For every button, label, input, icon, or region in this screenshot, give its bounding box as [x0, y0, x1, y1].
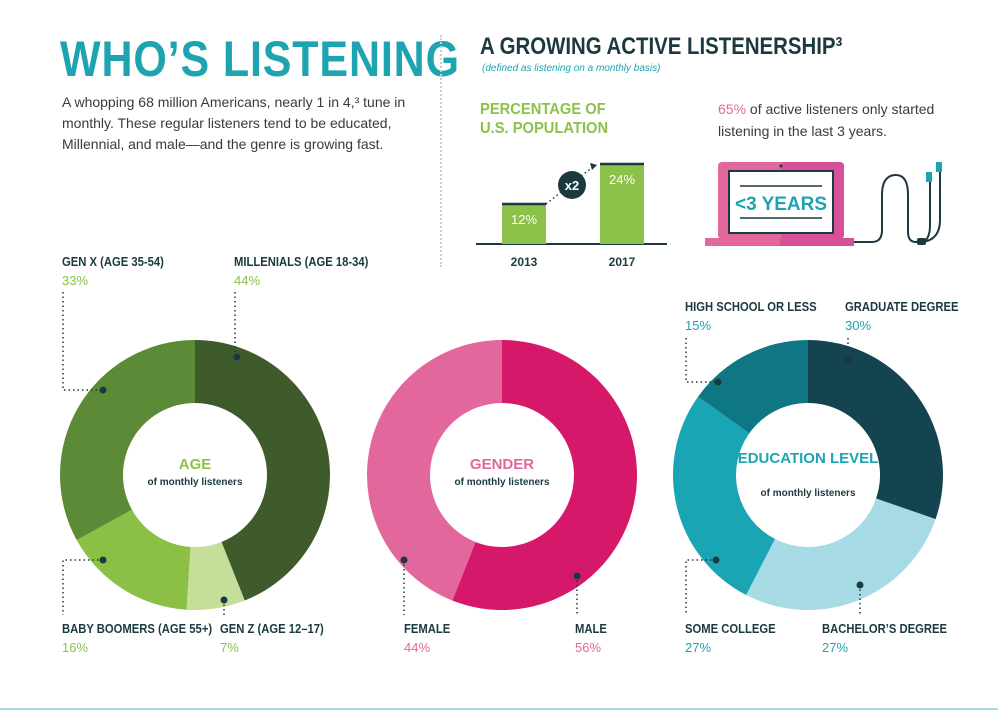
slice-baby-boomers-age-55-	[76, 509, 191, 610]
age-title: AGE	[178, 456, 212, 473]
pct-female: 44%	[404, 640, 431, 655]
label-highschool: HIGH SCHOOL OR LESS	[685, 300, 817, 314]
earbud-icon	[936, 162, 942, 172]
pct-millenials: 44%	[234, 273, 261, 288]
earbud-icon	[926, 172, 932, 182]
slice-high-school-or-less	[698, 340, 808, 434]
slice-female	[366, 340, 502, 601]
bar-chart: 12% 2013 24% 2017 x2	[476, 162, 667, 269]
label-somecollege: SOME COLLEGE	[685, 622, 776, 636]
bar-2013	[502, 204, 546, 244]
label-genz: GEN Z (AGE 12–17)	[220, 622, 324, 636]
page-title: WHO’S LISTENING	[60, 31, 460, 87]
stat-text: 65% of active listeners only started lis…	[718, 98, 968, 142]
arrow-head-icon	[590, 163, 597, 170]
pct-genz: 7%	[220, 640, 239, 655]
education-title: EDUCATION LEVEL	[737, 450, 879, 467]
label-genx: GEN X (AGE 35-54)	[62, 255, 164, 269]
age-subtitle: of monthly listeners	[147, 477, 243, 488]
donut-education-level	[672, 340, 944, 611]
headphone-cable	[854, 173, 922, 243]
slice-millenials-age-18-34-	[195, 340, 331, 601]
label-millenials: MILLENIALS (AGE 18-34)	[234, 255, 369, 269]
pct-highschool: 15%	[685, 318, 712, 333]
pct-male: 56%	[575, 640, 602, 655]
gender-title: GENDER	[469, 456, 535, 473]
gender-subtitle: of monthly listeners	[454, 477, 550, 488]
pct-genx: 33%	[62, 273, 89, 288]
pct-boomers: 16%	[62, 640, 89, 655]
donut-age	[59, 340, 331, 610]
bar-value-label: 24%	[609, 172, 635, 187]
laptop-screen	[728, 170, 834, 234]
label-female: FEMALE	[404, 622, 451, 636]
stat-body: of active listeners only started listeni…	[718, 101, 935, 139]
donut-charts	[59, 340, 944, 611]
bar-2017	[600, 164, 644, 244]
bar-category-label: 2017	[609, 255, 636, 269]
laptop-base	[705, 238, 854, 246]
laptop-text: <3 YEARS	[735, 194, 827, 215]
pct-bachelors: 27%	[822, 640, 849, 655]
label-boomers: BABY BOOMERS (AGE 55+)	[62, 622, 213, 636]
donut-gender	[366, 340, 637, 610]
camera-icon	[779, 164, 783, 168]
slice-gen-z-age-12-17-	[186, 541, 245, 610]
slice-graduate-degree	[808, 340, 944, 520]
bar-category-label: 2013	[511, 255, 538, 269]
pct-somecollege: 27%	[685, 640, 712, 655]
growth-note: (defined as listening on a monthly basis…	[482, 63, 661, 74]
slice-some-college	[672, 396, 776, 595]
label-graduate: GRADUATE DEGREE	[845, 300, 959, 314]
label-bachelors: BACHELOR’S DEGREE	[822, 622, 948, 636]
education-subtitle: of monthly listeners	[760, 488, 856, 499]
laptop-illustration: <3 YEARS	[705, 162, 942, 246]
bar-value-label: 12%	[511, 212, 537, 227]
divider	[440, 35, 442, 267]
slice-bachelor-s-degree	[746, 498, 936, 611]
multiplier-badge	[558, 171, 586, 199]
bar-chart-title: PERCENTAGE OF U.S. POPULATION	[480, 101, 609, 137]
growth-arrow	[545, 165, 595, 205]
slice-male	[452, 340, 637, 610]
slice-gen-x-age-35-54-	[59, 340, 195, 541]
leader-dots	[99, 353, 864, 604]
leader-lines	[62, 292, 861, 615]
label-male: MALE	[575, 622, 607, 636]
pct-graduate: 30%	[845, 318, 872, 333]
multiplier-label: x2	[565, 178, 579, 193]
stat-highlight: 65%	[718, 101, 747, 117]
growth-title: A GROWING ACTIVE LISTENERSHIP³	[480, 33, 843, 60]
intro-text: A whopping 68 million Americans, nearly …	[62, 94, 406, 152]
